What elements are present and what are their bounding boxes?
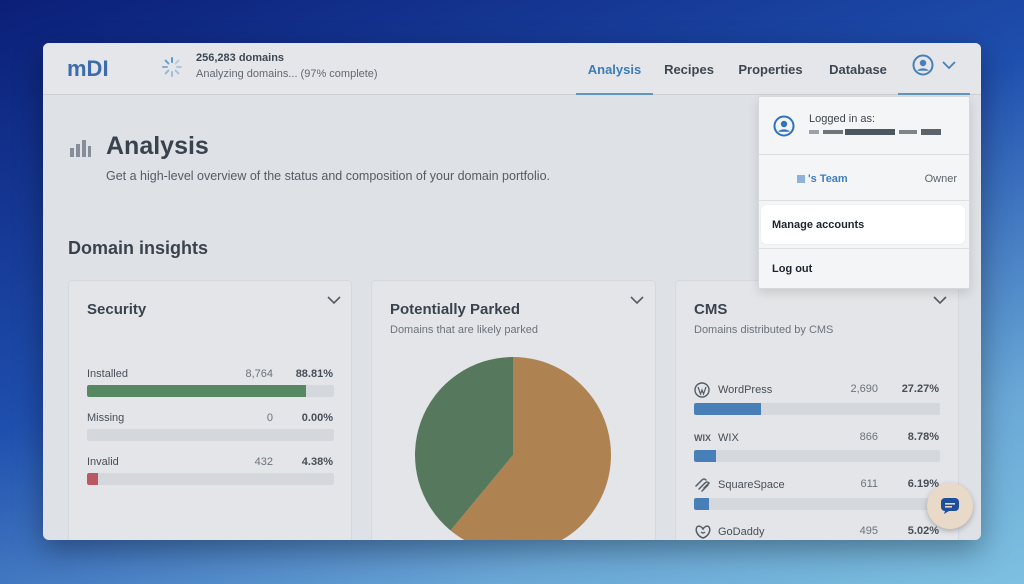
chevron-down-icon[interactable] [630,295,644,305]
cms-row-label: WordPress [718,384,773,396]
security-row-pct: 0.00% [301,412,333,424]
cms-row-label: SquareSpace [718,479,785,491]
cms-progress-bar [694,498,940,510]
parked-pie-chart [415,357,611,540]
menu-divider [759,200,969,201]
loading-spinner-icon [162,57,182,77]
cms-row-pct: 8.78% [907,431,939,443]
log-out-menu-item[interactable]: Log out [772,263,813,275]
section-title: Domain insights [68,238,209,258]
squarespace-icon [695,478,711,492]
card-title: Potentially Parked [390,301,521,318]
chat-support-button[interactable] [927,483,973,529]
wordpress-icon [694,382,710,398]
godaddy-icon [695,525,711,539]
card-title: CMS [694,301,728,318]
security-row-label: Missing [87,412,125,424]
manage-accounts-menu-item[interactable]: Manage accounts [761,205,965,244]
redacted-email [809,129,941,135]
security-row-label: Invalid [87,456,119,468]
security-progress-bar [87,385,334,397]
chat-bubble-icon [941,498,959,514]
menu-divider [759,154,969,155]
security-row-label: Installed [87,368,128,380]
nav-database[interactable]: Database [829,61,887,77]
chevron-down-icon[interactable] [933,295,947,305]
cms-row-pct: 5.02% [907,525,939,537]
page-title: Analysis [106,132,209,160]
team-icon [797,175,805,183]
security-progress-bar [87,473,334,485]
card-subtitle: Domains that are likely parked [390,324,538,336]
cms-row-pct: 27.27% [901,383,939,395]
cms-row-count: 495 [859,525,878,537]
menu-divider [759,248,969,249]
pie-slice-0[interactable] [450,357,611,540]
user-circle-icon [912,54,934,76]
cms-row-pct: 6.19% [907,478,939,490]
cms-progress-bar [694,450,940,462]
chevron-down-icon[interactable] [327,295,341,305]
security-row-pct: 4.38% [301,456,333,468]
team-label: 's Team [808,173,848,185]
security-card: Security Installed 8,764 88.81% Missing … [68,280,352,540]
app-logo[interactable]: mDI [67,57,123,79]
nav-properties[interactable]: Properties [738,61,803,77]
pie-slice-1[interactable] [415,357,513,531]
cms-row-label: WIX [718,432,739,444]
cms-row-count: 611 [860,478,878,490]
security-row-pct: 88.81% [295,368,333,380]
page-subtitle: Get a high-level overview of the status … [106,169,550,183]
bar-fill [694,450,716,462]
cms-progress-bar [694,403,940,415]
cms-row-label: GoDaddy [718,526,765,538]
bar-fill [87,385,307,397]
bar-fill [87,473,98,485]
security-row-count: 8,764 [245,368,273,380]
svg-text:mDI: mDI [67,57,109,79]
cms-row-count: 2,690 [850,383,878,395]
nav-recipes[interactable]: Recipes [664,61,714,77]
card-title: Security [87,301,147,318]
cms-card: CMS Domains distributed by CMS WordPress… [675,280,959,540]
card-subtitle: Domains distributed by CMS [694,324,834,336]
nav-analysis[interactable]: Analysis [576,43,653,95]
domains-analysis-status: Analyzing domains... (97% complete) [196,68,378,80]
team-role: Owner [924,173,957,185]
security-progress-bar [87,429,334,441]
app-window: mDI 256,283 domains Analyzing domains...… [43,43,981,540]
logged-in-label: Logged in as: [809,113,876,125]
user-menu-toggle[interactable] [898,43,970,95]
security-row-count: 432 [254,456,273,468]
parked-card: Potentially Parked Domains that are like… [371,280,656,540]
bar-fill [694,498,710,510]
wix-icon: WIX [694,433,711,443]
user-dropdown-menu: Logged in as: 's Team Owner Manage accou… [758,96,970,289]
security-row-count: 0 [266,412,273,424]
cms-row-count: 866 [859,431,878,443]
team-menu-item[interactable]: 's Team [797,173,848,185]
bar-fill [694,403,762,415]
bar-chart-icon [70,140,91,157]
domains-count: 256,283 domains [196,52,285,64]
chevron-down-icon [942,61,956,70]
top-bar: mDI 256,283 domains Analyzing domains...… [43,43,981,95]
user-circle-icon [773,115,795,137]
